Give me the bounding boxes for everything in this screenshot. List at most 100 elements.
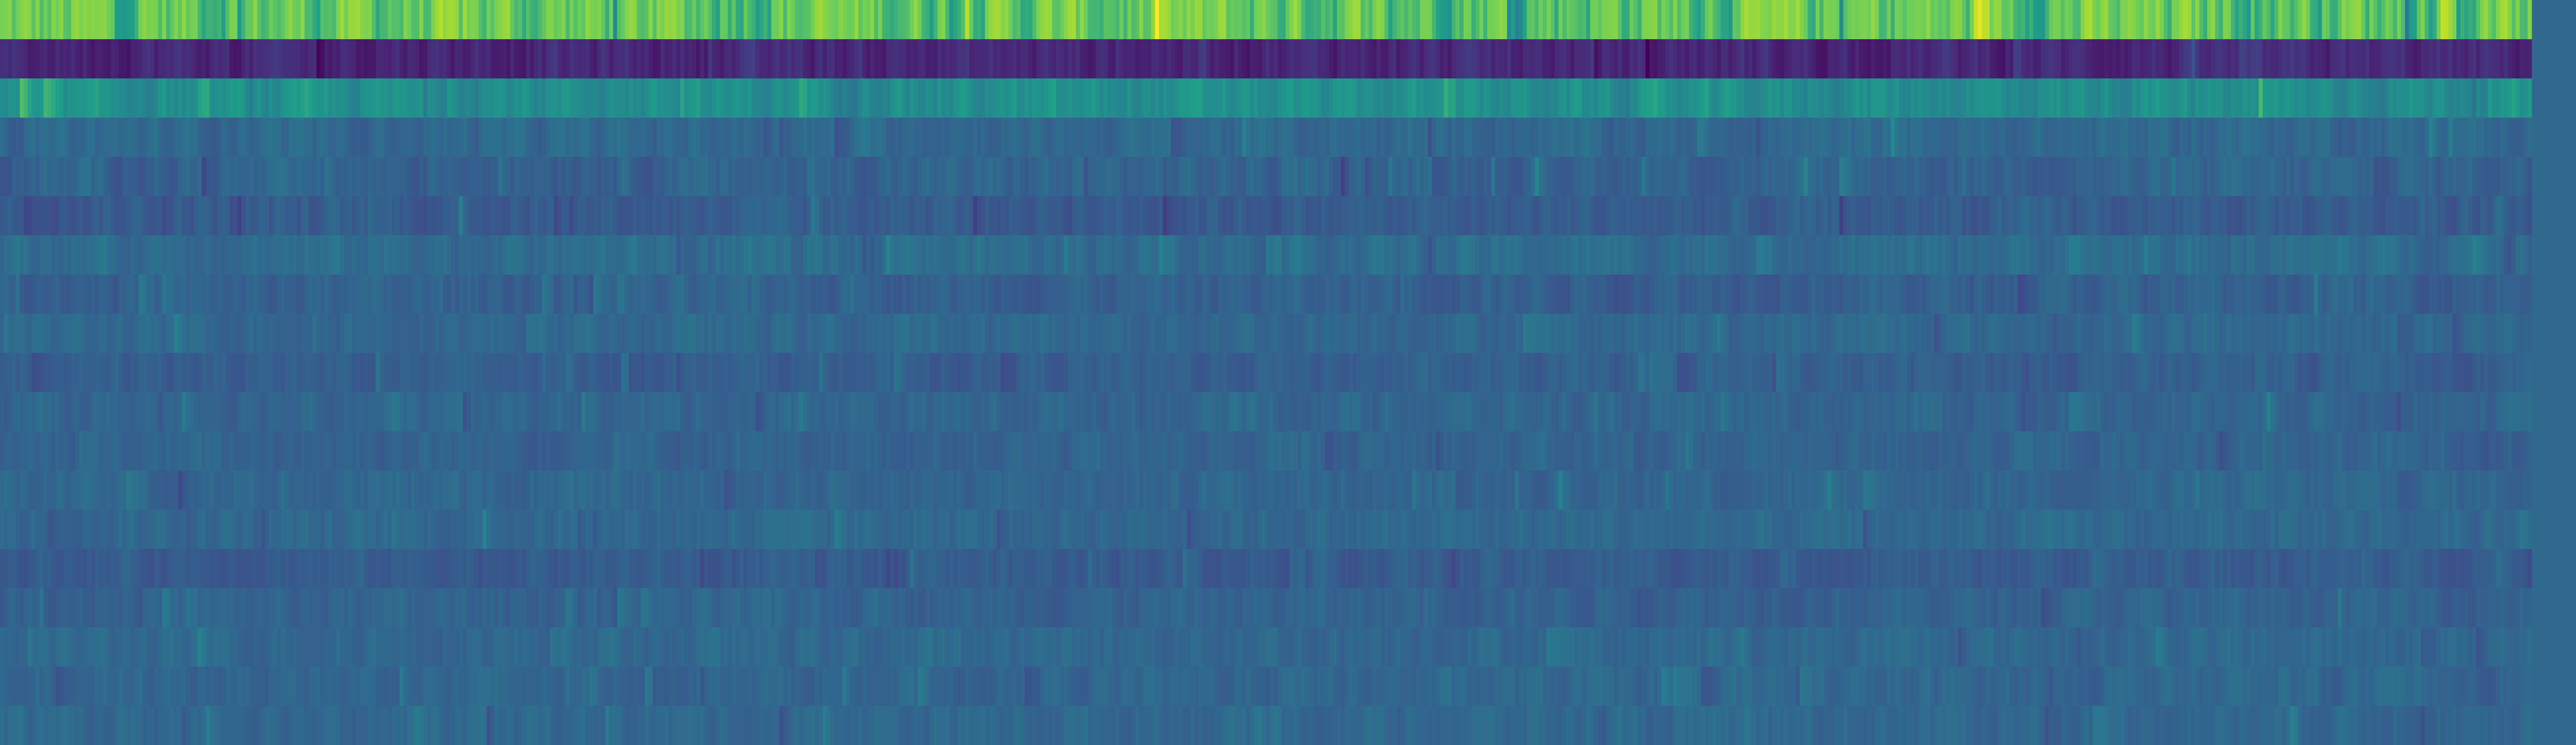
heatmap-cell — [1538, 157, 1543, 197]
heatmap-cell — [937, 78, 942, 118]
heatmap-cell — [1748, 39, 1753, 79]
heatmap-cell — [1456, 274, 1460, 314]
heatmap-cell — [2282, 235, 2287, 275]
heatmap-cell — [2136, 0, 2140, 40]
heatmap-cell — [470, 274, 475, 314]
heatmap-cell — [1175, 118, 1179, 157]
heatmap-cell — [1618, 118, 1622, 157]
heatmap-cell — [2464, 235, 2469, 275]
heatmap-cell — [664, 78, 669, 118]
heatmap-cell — [2231, 0, 2235, 40]
heatmap-cell — [1368, 274, 1373, 314]
heatmap-cell — [629, 157, 633, 197]
heatmap-cell — [1550, 235, 1555, 275]
heatmap-cell — [1024, 235, 1029, 275]
heatmap-cell — [490, 39, 495, 79]
heatmap-cell — [807, 196, 811, 236]
heatmap-cell — [316, 274, 321, 314]
heatmap-cell — [1950, 235, 1955, 275]
heatmap-cell — [233, 196, 238, 236]
heatmap-cell — [1166, 78, 1172, 118]
heatmap-cell — [1867, 235, 1871, 275]
heatmap-cell — [2314, 118, 2319, 157]
heatmap-cell — [771, 39, 776, 79]
heatmap-cell — [1653, 196, 1658, 236]
heatmap-cell — [735, 0, 740, 40]
heatmap-cell — [2009, 274, 2014, 314]
heatmap-cell — [2215, 157, 2220, 197]
heatmap-cell — [1028, 0, 1033, 40]
heatmap-cell — [1946, 157, 1950, 197]
heatmap-cell — [498, 235, 503, 275]
heatmap-cell — [2318, 196, 2322, 236]
heatmap-cell — [1202, 0, 1207, 40]
heatmap-cell — [1242, 39, 1246, 79]
heatmap-cell — [795, 157, 800, 197]
heatmap-cell — [993, 157, 997, 197]
heatmap-cell — [1578, 118, 1583, 157]
heatmap-cell — [1463, 274, 1468, 314]
heatmap-cell — [27, 39, 32, 79]
heatmap-cell — [1712, 39, 1717, 79]
heatmap-cell — [154, 274, 159, 314]
heatmap-cell — [553, 196, 558, 236]
heatmap-cell — [83, 78, 87, 118]
heatmap-cell — [1629, 78, 1634, 118]
heatmap-cell — [150, 274, 155, 314]
heatmap-cell — [973, 78, 978, 118]
heatmap-cell — [553, 274, 558, 314]
heatmap-cell — [1277, 196, 1282, 236]
heatmap-cell — [1016, 0, 1021, 40]
heatmap-cell — [383, 235, 388, 275]
heatmap-cell — [641, 235, 645, 275]
heatmap-cell — [1653, 118, 1658, 157]
heatmap-cell — [1926, 0, 1931, 40]
heatmap-cell — [2350, 157, 2354, 197]
heatmap-cell — [2076, 157, 2081, 197]
heatmap-cell — [2504, 157, 2509, 197]
heatmap-cell — [1159, 235, 1163, 275]
heatmap-cell — [905, 0, 910, 40]
heatmap-cell — [1756, 78, 1761, 118]
heatmap-cell — [601, 157, 606, 197]
heatmap-cell — [150, 196, 155, 236]
heatmap-cell — [1950, 196, 1955, 236]
heatmap-cell — [617, 274, 621, 314]
heatmap-cell — [1661, 118, 1666, 157]
heatmap-cell — [2488, 235, 2492, 275]
heatmap-cell — [103, 118, 107, 157]
heatmap-cell — [320, 78, 325, 118]
heatmap-cell — [593, 0, 598, 40]
heatmap-cell — [2025, 235, 2030, 275]
heatmap-cell — [1080, 235, 1084, 275]
heatmap-cell — [352, 235, 357, 275]
heatmap-cell — [2120, 78, 2125, 118]
heatmap-cell — [2484, 157, 2489, 197]
heatmap-cell — [1388, 0, 1393, 40]
heatmap-cell — [2168, 0, 2172, 40]
heatmap-cell — [1222, 118, 1227, 157]
heatmap-cell — [779, 118, 784, 157]
heatmap-cell — [558, 196, 562, 236]
heatmap-cell — [1432, 78, 1436, 118]
heatmap-cell — [1337, 235, 1342, 275]
heatmap-cell — [431, 39, 436, 79]
heatmap-cell — [656, 235, 661, 275]
heatmap-cell — [712, 118, 717, 157]
heatmap-cell — [2155, 118, 2160, 157]
heatmap-cell — [546, 274, 550, 314]
heatmap-cell — [12, 39, 16, 79]
heatmap-cell — [348, 78, 353, 118]
heatmap-cell — [118, 157, 123, 197]
heatmap-cell — [1717, 78, 1721, 118]
heatmap-cell — [1183, 78, 1187, 118]
heatmap-cell — [542, 235, 547, 275]
heatmap-cell — [2171, 235, 2176, 275]
heatmap-cell — [1542, 78, 1547, 118]
heatmap-cell — [2136, 39, 2140, 79]
heatmap-cell — [1257, 78, 1263, 118]
heatmap-cell — [652, 0, 657, 40]
heatmap-cell — [122, 196, 127, 236]
heatmap-cell — [2259, 78, 2263, 118]
heatmap-cell — [241, 118, 246, 157]
